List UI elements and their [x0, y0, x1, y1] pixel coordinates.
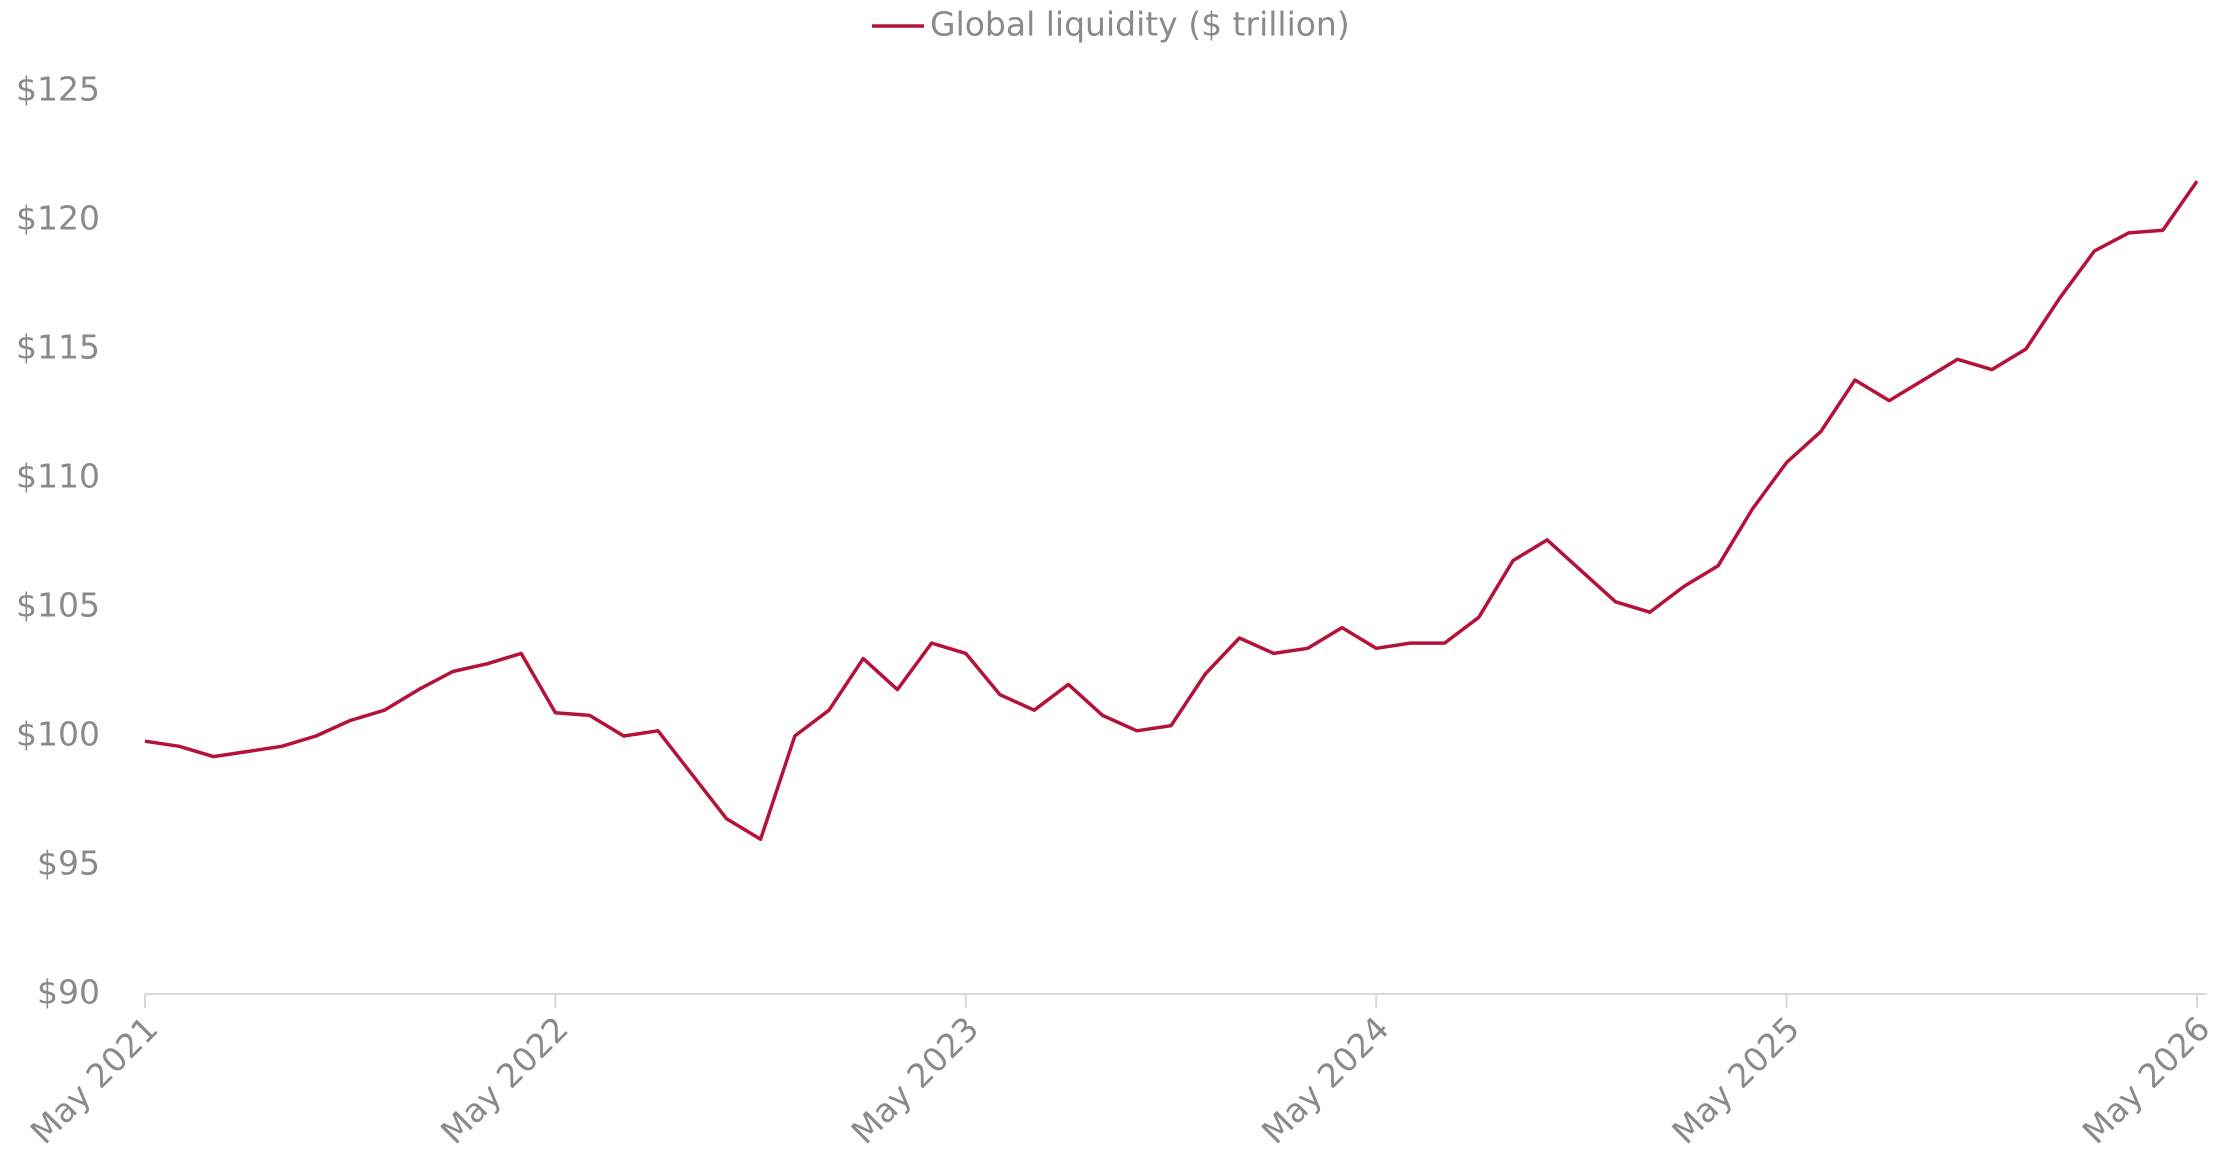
- x-tick-label: May 2025: [1664, 1009, 1807, 1152]
- x-tick-label: May 2024: [1254, 1009, 1397, 1152]
- legend-label: Global liquidity ($ trillion): [930, 5, 1350, 44]
- y-tick-label: $100: [16, 715, 100, 754]
- y-tick-label: $90: [37, 973, 100, 1012]
- x-tick-label: May 2021: [23, 1009, 166, 1152]
- y-tick-label: $115: [16, 328, 100, 367]
- y-tick-label: $105: [16, 586, 100, 625]
- y-tick-label: $125: [16, 70, 100, 109]
- x-tick-label: May 2022: [433, 1009, 576, 1152]
- y-tick-label: $95: [37, 844, 100, 883]
- line-series: [144, 180, 2199, 841]
- x-tick-label: May 2023: [844, 1009, 987, 1152]
- y-tick-label: $120: [16, 199, 100, 238]
- y-tick-label: $110: [16, 457, 100, 496]
- x-tick-label: May 2026: [2075, 1009, 2218, 1152]
